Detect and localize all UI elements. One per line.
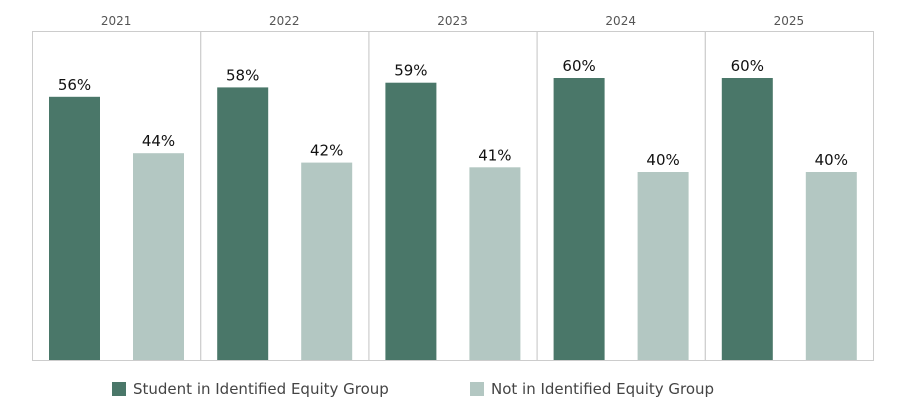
- year-label-2021: 2021: [101, 14, 132, 28]
- bar-equity-2025: [721, 78, 773, 360]
- legend-swatch-equity: [112, 382, 126, 396]
- equity-group-bar-chart: 2021 56% 44% 2022 58% 42% 2023 59% 41% 2024 60% 40%…: [32, 14, 874, 361]
- bar-equity-2021: [49, 96, 100, 361]
- data-label-not-equity-2021: 44%: [142, 132, 175, 150]
- bar-equity-2023: [385, 82, 437, 360]
- legend-item-equity: Student in Identified Equity Group: [112, 380, 389, 398]
- bar-not-equity-2023: [469, 167, 521, 360]
- year-label-2025: 2025: [774, 14, 805, 28]
- data-label-equity-2022: 58%: [226, 66, 259, 84]
- data-label-equity-2023: 59%: [394, 62, 427, 80]
- bar-not-equity-2025: [805, 172, 857, 360]
- year-label-2022: 2022: [269, 14, 300, 28]
- data-label-equity-2025: 60%: [731, 57, 764, 75]
- legend-item-not-equity: Not in Identified Equity Group: [470, 380, 714, 398]
- chart-legend: Student in Identified Equity Group Not i…: [0, 380, 907, 404]
- legend-label-equity: Student in Identified Equity Group: [133, 380, 389, 398]
- data-label-not-equity-2023: 41%: [478, 146, 511, 164]
- bar-equity-2022: [217, 87, 269, 361]
- year-label-2024: 2024: [605, 14, 636, 28]
- data-label-not-equity-2022: 42%: [310, 142, 343, 160]
- bar-not-equity-2021: [133, 153, 184, 360]
- legend-swatch-not-equity: [470, 382, 484, 396]
- year-panel-2025: [704, 31, 874, 361]
- data-label-not-equity-2024: 40%: [646, 151, 679, 169]
- year-label-2023: 2023: [437, 14, 468, 28]
- data-label-equity-2024: 60%: [562, 57, 595, 75]
- data-label-not-equity-2025: 40%: [815, 151, 848, 169]
- bar-not-equity-2024: [637, 172, 689, 360]
- bar-equity-2024: [553, 78, 605, 360]
- data-label-equity-2021: 56%: [58, 76, 91, 94]
- bar-not-equity-2022: [301, 162, 353, 360]
- legend-label-not-equity: Not in Identified Equity Group: [491, 380, 715, 398]
